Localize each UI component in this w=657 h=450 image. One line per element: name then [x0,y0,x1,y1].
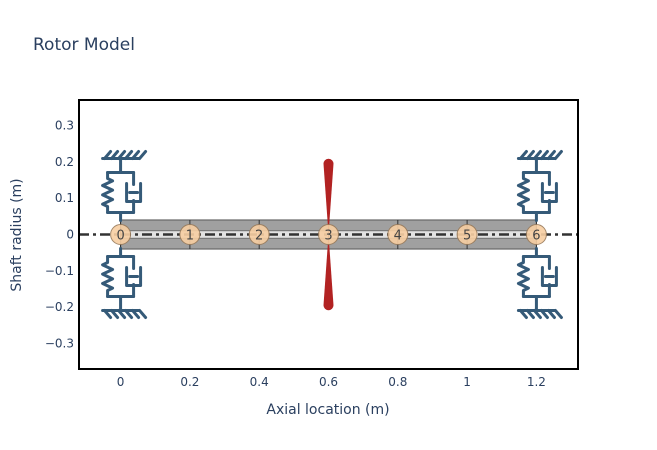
y-tick-label: 0 [66,228,74,242]
node-label-1: 1 [186,229,194,244]
x-tick-label: 0.8 [388,375,407,389]
node-marker-3 [318,224,339,245]
disk-lower [323,234,334,311]
y-tick-label: 0.1 [55,191,74,205]
plot-frame [78,99,579,370]
x-tick-label: 0.2 [180,375,199,389]
bearing-1-upper [516,150,563,222]
y-tick-label: −0.2 [45,300,74,314]
node-label-0: 0 [116,229,124,244]
node-label-6: 6 [532,229,540,244]
y-tick-label: 0.3 [55,118,74,132]
node-marker-2 [248,224,270,245]
node-marker-0 [110,224,132,245]
node-label-4: 4 [394,229,402,244]
node-label-5: 5 [463,229,471,244]
x-axis-title: Axial location (m) [266,402,389,418]
bearing-1-lower [516,247,563,319]
node-marker-5 [456,224,478,245]
node-marker-4 [387,224,409,245]
x-tick-label: 1 [463,375,471,389]
node-label-3: 3 [324,229,332,244]
chart-title: Rotor Model [33,35,135,55]
y-tick-label: 0.2 [55,155,74,169]
x-tick-label: 0 [117,375,125,389]
plot-area: 0 1 2 3 4 5 6 [78,99,579,370]
node-marker-1 [179,224,201,245]
y-tick-label: −0.3 [45,337,74,351]
bearing-0-lower [101,247,148,319]
x-axis-ticks: 0 0.2 0.4 0.6 0.8 1 1.2 [117,375,546,389]
bearing-0-upper [101,150,148,222]
x-tick-label: 1.2 [527,375,546,389]
disk-upper [323,158,334,235]
node-label-2: 2 [255,229,263,244]
y-tick-label: −0.1 [45,264,74,278]
x-tick-label: 0.4 [250,375,269,389]
node-marker-6 [525,224,547,245]
plot-content: 0 1 2 3 4 5 6 [79,150,578,319]
y-axis-title: Shaft radius (m) [9,178,25,291]
y-axis-ticks: 0.3 0.2 0.1 0 −0.1 −0.2 −0.3 [45,118,74,350]
x-tick-label: 0.6 [319,375,338,389]
